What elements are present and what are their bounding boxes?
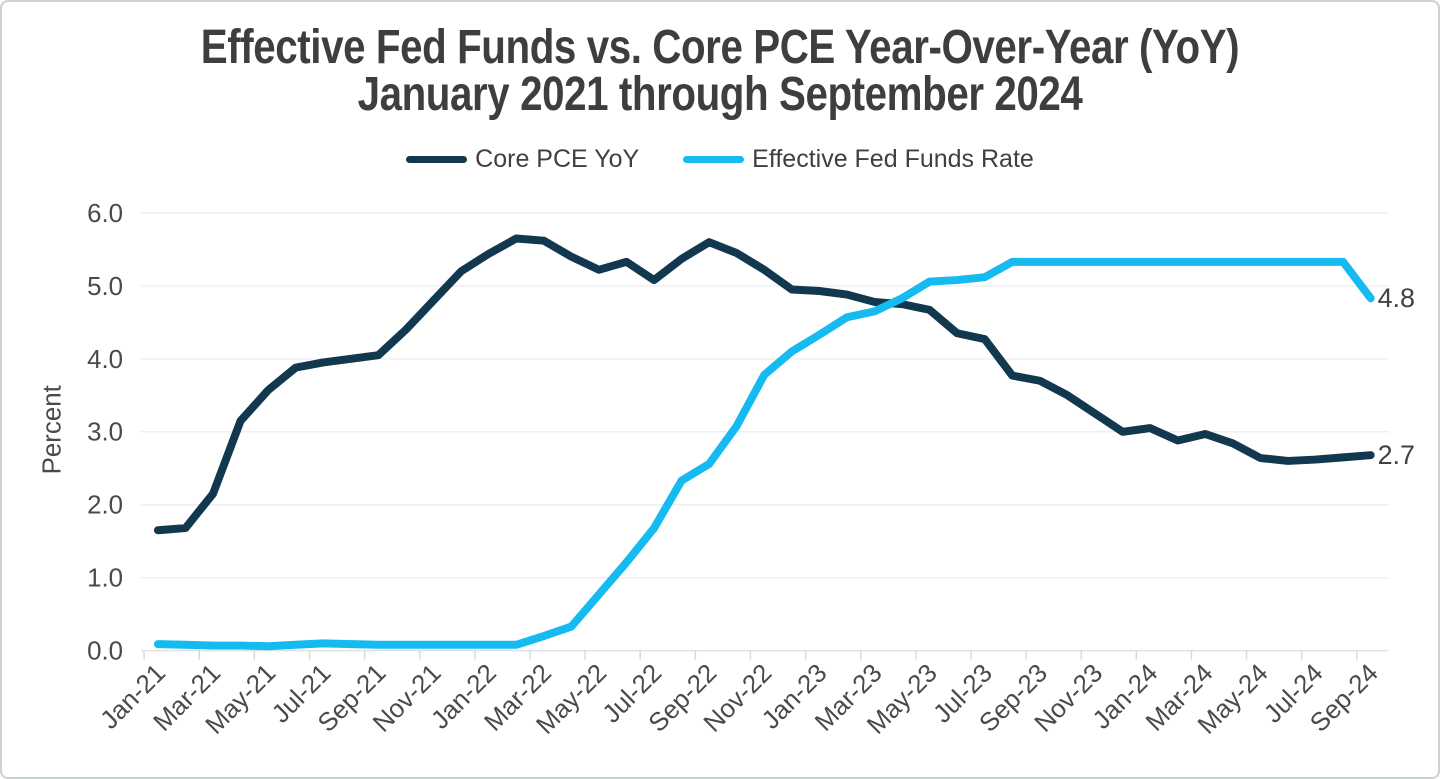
legend-swatch-core-pce — [406, 156, 468, 163]
chart-title: Effective Fed Funds vs. Core PCE Year-Ov… — [117, 21, 1323, 121]
legend-item-fed-funds: Effective Fed Funds Rate — [683, 145, 1034, 174]
y-tick-label: 6.0 — [87, 200, 123, 228]
y-tick-label: 5.0 — [87, 273, 123, 301]
legend: Core PCE YoY Effective Fed Funds Rate — [2, 145, 1438, 174]
legend-label-core-pce: Core PCE YoY — [475, 145, 640, 173]
y-tick-label: 4.0 — [87, 346, 123, 374]
y-axis-label: Percent — [38, 385, 66, 474]
legend-item-core-pce: Core PCE YoY — [406, 145, 639, 174]
chart-title-line-2: January 2021 through September 2024 — [357, 68, 1083, 121]
y-tick-label: 1.0 — [87, 565, 123, 593]
fed-funds-end-label: 4.8 — [1378, 283, 1415, 313]
y-tick-label: 3.0 — [87, 419, 123, 447]
chart-title-line-1: Effective Fed Funds vs. Core PCE Year-Ov… — [200, 21, 1240, 74]
y-tick-label: 2.0 — [87, 492, 123, 520]
legend-label-fed-funds: Effective Fed Funds Rate — [752, 145, 1034, 173]
core-pce-end-label: 2.7 — [1378, 440, 1415, 470]
core-pce-line — [153, 234, 1375, 535]
y-tick-label: 0.0 — [87, 638, 123, 666]
fed-funds-line — [153, 257, 1375, 651]
legend-swatch-fed-funds — [683, 156, 745, 163]
